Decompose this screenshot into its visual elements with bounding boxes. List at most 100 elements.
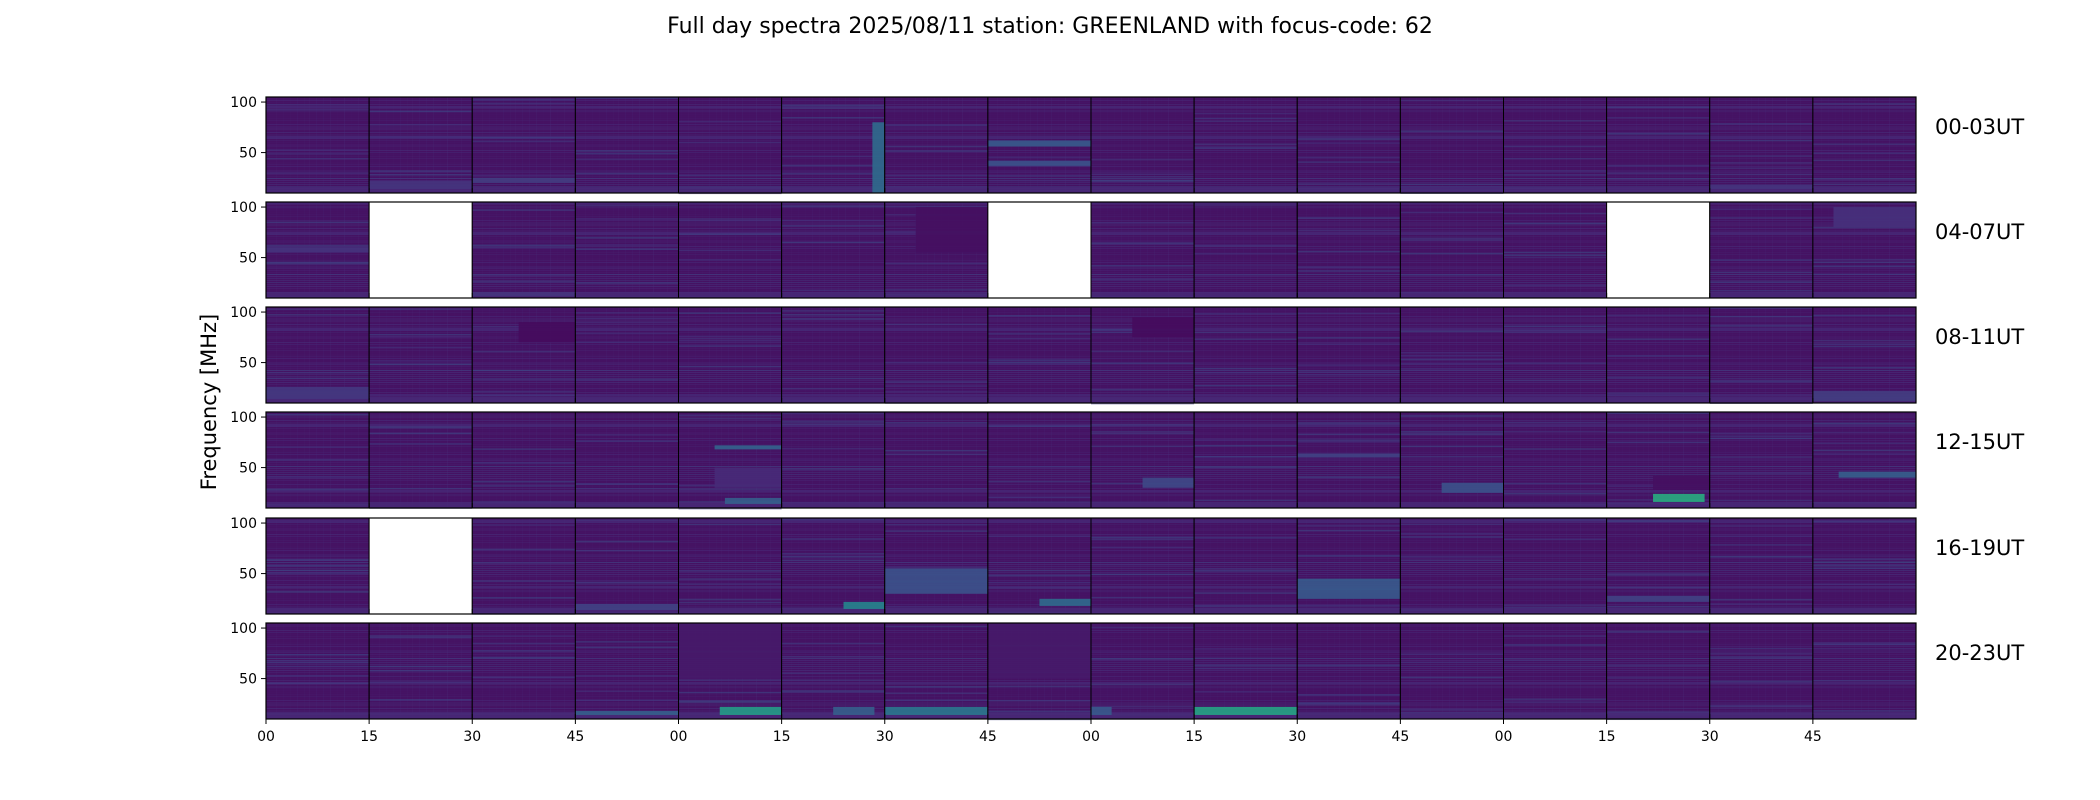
- spectrum-panel: [574, 411, 679, 509]
- noise-streak: [781, 107, 885, 109]
- noise-streak: [1194, 112, 1298, 115]
- noise-streak: [266, 569, 370, 572]
- noise-streak: [678, 578, 782, 580]
- y-tick-label: 100: [230, 516, 257, 532]
- noise-streak: [575, 332, 679, 335]
- row-label: 04-07UT: [1935, 220, 2024, 244]
- noise-streak: [266, 488, 370, 491]
- noise-streak: [1709, 380, 1813, 383]
- noise-streak: [1812, 261, 1916, 263]
- noise-streak: [1709, 162, 1813, 164]
- noise-streak: [1194, 568, 1298, 570]
- row-frame: [265, 517, 1917, 615]
- panel-bg: [1503, 307, 1607, 403]
- low-band: [1297, 712, 1401, 719]
- noise-streak: [781, 691, 885, 693]
- noise-streak: [1194, 143, 1298, 145]
- spectral-feature: [266, 386, 370, 399]
- spectrum-panel: [1090, 517, 1195, 615]
- noise-streak: [369, 487, 473, 490]
- spectrum-panel: [368, 622, 473, 720]
- noise-streak: [369, 363, 473, 366]
- noise-streak: [575, 248, 679, 251]
- spectrum-panel: [1193, 411, 1298, 509]
- low-band: [369, 396, 473, 403]
- noise-streak: [1503, 157, 1607, 160]
- low-band: [266, 291, 370, 298]
- panel-bg: [1709, 307, 1813, 403]
- low-band: [678, 291, 782, 298]
- noise-streak: [1297, 142, 1401, 144]
- noise-streak: [575, 244, 679, 246]
- spectrum-panel: [1399, 96, 1504, 194]
- x-tick-label: 15: [1598, 729, 1616, 745]
- noise-streak: [472, 676, 576, 679]
- low-band: [884, 186, 988, 193]
- spectrum-panel: [1090, 306, 1195, 405]
- noise-streak: [987, 581, 1091, 584]
- row-label: 12-15UT: [1935, 430, 2024, 454]
- spectrum-panel: [1709, 622, 1814, 720]
- noise-streak: [884, 381, 988, 383]
- noise-streak: [987, 165, 1091, 167]
- noise-streak: [1812, 642, 1916, 644]
- panel-bg: [472, 518, 576, 614]
- noise-streak: [987, 315, 1091, 317]
- spectrum-panel: [265, 622, 370, 720]
- low-band: [1400, 186, 1504, 193]
- noise-streak: [1503, 284, 1607, 287]
- low-band: [1091, 291, 1195, 298]
- panel-bg: [1297, 518, 1401, 614]
- noise-streak: [1606, 338, 1710, 340]
- noise-streak: [1503, 430, 1607, 433]
- noise-streak: [575, 204, 679, 207]
- noise-streak: [472, 209, 576, 211]
- spectral-feature: [518, 322, 576, 343]
- noise-streak: [1503, 379, 1607, 382]
- noise-streak: [575, 158, 679, 161]
- noise-streak: [1400, 709, 1504, 711]
- spectral-feature: [1091, 706, 1112, 715]
- noise-streak: [1194, 338, 1298, 341]
- spectral-feature: [1838, 471, 1916, 478]
- noise-streak: [1606, 394, 1710, 397]
- noise-streak: [575, 434, 679, 436]
- low-band: [678, 607, 782, 614]
- panel-bg: [1400, 202, 1504, 298]
- noise-streak: [1297, 703, 1401, 706]
- spectral-feature: [1441, 482, 1504, 493]
- noise-streak: [369, 360, 473, 362]
- noise-streak: [781, 679, 885, 681]
- row-frame: [265, 306, 1917, 404]
- noise-streak: [369, 681, 473, 683]
- noise-streak: [472, 174, 576, 177]
- panel-bg: [266, 97, 370, 193]
- spectrum-panel: [884, 201, 989, 299]
- low-band: [472, 396, 576, 403]
- low-band: [266, 607, 370, 614]
- missing-panel-bg: [987, 202, 1091, 298]
- noise-streak: [1709, 437, 1813, 440]
- panel-bg: [884, 518, 988, 614]
- panel-bg: [575, 412, 679, 508]
- panel-bg: [1091, 518, 1195, 614]
- noise-streak: [575, 675, 679, 677]
- low-band: [575, 186, 679, 193]
- panel-bg: [678, 97, 782, 193]
- spectral-feature: [915, 207, 988, 253]
- panel-bg: [1400, 518, 1504, 614]
- low-band: [1400, 291, 1504, 298]
- noise-streak: [781, 421, 885, 423]
- spectrum-panel: [1812, 622, 1917, 720]
- spectral-feature: [1709, 184, 1813, 189]
- spectrum-panel: [1812, 411, 1917, 509]
- noise-streak: [781, 387, 885, 390]
- x-tick-label: 45: [1804, 729, 1822, 745]
- noise-streak: [1297, 374, 1401, 376]
- noise-streak: [678, 219, 782, 222]
- noise-streak: [1812, 178, 1916, 180]
- panel-bg: [884, 623, 988, 719]
- noise-streak: [266, 261, 370, 264]
- spectral-feature: [987, 623, 1091, 679]
